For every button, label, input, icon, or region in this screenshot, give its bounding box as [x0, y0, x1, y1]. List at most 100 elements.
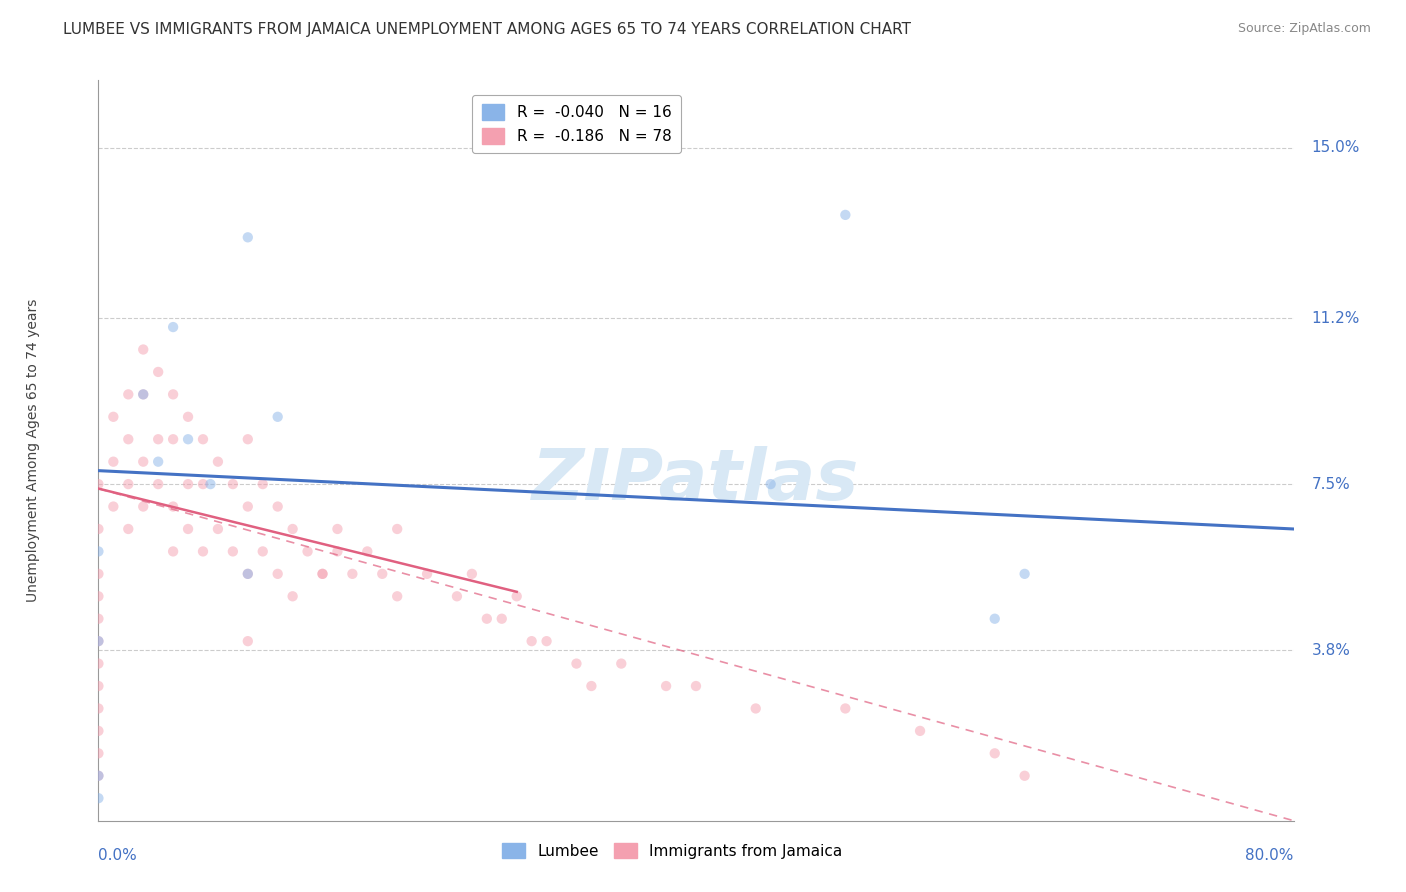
Text: LUMBEE VS IMMIGRANTS FROM JAMAICA UNEMPLOYMENT AMONG AGES 65 TO 74 YEARS CORRELA: LUMBEE VS IMMIGRANTS FROM JAMAICA UNEMPL… — [63, 22, 911, 37]
Point — [356, 544, 378, 558]
Point — [520, 634, 543, 648]
Legend: Lumbee, Immigrants from Jamaica: Lumbee, Immigrants from Jamaica — [496, 837, 848, 865]
Point — [506, 589, 529, 603]
Point — [132, 455, 155, 469]
Point — [685, 679, 707, 693]
Text: 7.5%: 7.5% — [1312, 476, 1350, 491]
Point — [103, 500, 125, 514]
Point — [191, 477, 214, 491]
Point — [236, 566, 259, 581]
Point — [461, 566, 484, 581]
Point — [984, 612, 1007, 626]
Point — [908, 723, 931, 738]
Point — [87, 657, 110, 671]
Point — [103, 409, 125, 424]
Point — [191, 544, 214, 558]
Text: 80.0%: 80.0% — [1246, 847, 1294, 863]
Point — [87, 634, 110, 648]
Point — [177, 477, 200, 491]
Point — [297, 544, 319, 558]
Point — [1014, 566, 1036, 581]
Point — [385, 522, 409, 536]
Point — [87, 634, 110, 648]
Point — [87, 589, 110, 603]
Point — [371, 566, 394, 581]
Point — [834, 208, 856, 222]
Point — [326, 544, 349, 558]
Point — [87, 566, 110, 581]
Point — [281, 522, 304, 536]
Point — [162, 432, 184, 446]
Point — [446, 589, 468, 603]
Point — [759, 477, 782, 491]
Point — [87, 791, 110, 805]
Point — [117, 432, 139, 446]
Point — [117, 387, 139, 401]
Point — [655, 679, 678, 693]
Text: 3.8%: 3.8% — [1312, 642, 1350, 657]
Point — [252, 477, 274, 491]
Point — [222, 544, 245, 558]
Point — [222, 477, 245, 491]
Point — [132, 387, 155, 401]
Text: ZIPatlas: ZIPatlas — [533, 446, 859, 515]
Point — [834, 701, 856, 715]
Point — [117, 522, 139, 536]
Point — [132, 387, 155, 401]
Point — [87, 747, 110, 761]
Point — [87, 723, 110, 738]
Point — [491, 612, 513, 626]
Point — [984, 747, 1007, 761]
Point — [236, 432, 259, 446]
Point — [87, 477, 110, 491]
Point — [236, 230, 259, 244]
Point — [475, 612, 498, 626]
Point — [610, 657, 633, 671]
Point — [132, 343, 155, 357]
Point — [87, 544, 110, 558]
Point — [87, 769, 110, 783]
Point — [281, 589, 304, 603]
Point — [162, 320, 184, 334]
Point — [326, 522, 349, 536]
Point — [342, 566, 364, 581]
Point — [117, 477, 139, 491]
Text: 11.2%: 11.2% — [1312, 310, 1360, 326]
Point — [148, 432, 170, 446]
Point — [148, 477, 170, 491]
Point — [103, 455, 125, 469]
Point — [745, 701, 768, 715]
Point — [207, 522, 229, 536]
Point — [236, 500, 259, 514]
Point — [416, 566, 439, 581]
Text: Unemployment Among Ages 65 to 74 years: Unemployment Among Ages 65 to 74 years — [25, 299, 39, 602]
Point — [1014, 769, 1036, 783]
Point — [207, 455, 229, 469]
Point — [87, 679, 110, 693]
Point — [87, 522, 110, 536]
Point — [236, 566, 259, 581]
Text: 0.0%: 0.0% — [98, 847, 138, 863]
Point — [385, 589, 409, 603]
Point — [536, 634, 558, 648]
Point — [311, 566, 333, 581]
Point — [200, 477, 222, 491]
Point — [267, 409, 290, 424]
Text: Source: ZipAtlas.com: Source: ZipAtlas.com — [1237, 22, 1371, 36]
Point — [87, 701, 110, 715]
Point — [148, 455, 170, 469]
Point — [581, 679, 603, 693]
Point — [162, 500, 184, 514]
Point — [87, 769, 110, 783]
Point — [191, 432, 214, 446]
Point — [311, 566, 333, 581]
Point — [162, 387, 184, 401]
Point — [132, 500, 155, 514]
Text: 15.0%: 15.0% — [1312, 140, 1360, 155]
Point — [177, 522, 200, 536]
Point — [267, 566, 290, 581]
Point — [267, 500, 290, 514]
Point — [162, 544, 184, 558]
Point — [87, 612, 110, 626]
Point — [177, 409, 200, 424]
